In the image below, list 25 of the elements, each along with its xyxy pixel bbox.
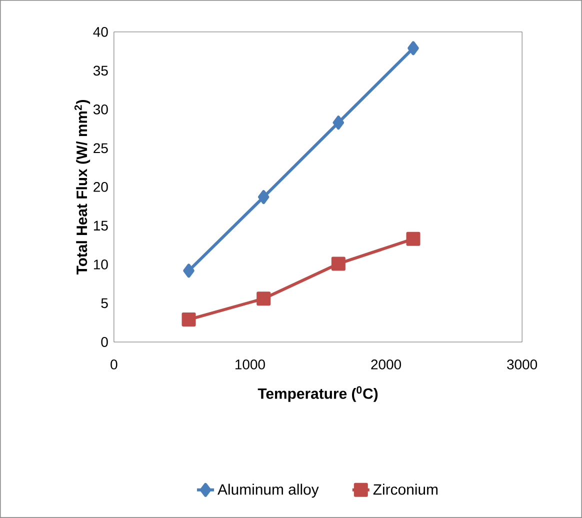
x-tick-label: 0 (110, 360, 118, 370)
y-tick-label: 10 (94, 260, 108, 270)
y-tick-label: 5 (101, 298, 108, 308)
x-tick-label: 1000 (236, 360, 265, 370)
point (182, 312, 196, 327)
point (406, 232, 420, 246)
point (408, 41, 419, 56)
y-tick-label: 25 (94, 143, 108, 154)
point (256, 292, 271, 306)
y-axis-title: Total Heat Flux (W/ mm$^{2}$) (74, 100, 90, 275)
point (183, 264, 194, 278)
point (331, 256, 346, 271)
y-tick-label: 0 (101, 337, 108, 347)
y-tick-label: 15 (94, 220, 108, 231)
x-tick-label: 3000 (507, 360, 538, 370)
y-tick-label: 40 (93, 26, 108, 37)
point (332, 116, 344, 130)
legend-label: Aluminum alloy (218, 484, 319, 498)
x-tick-label: 2000 (371, 360, 402, 370)
y-tick-label: 30 (93, 104, 108, 114)
x-axis-title: Temperature ($^{0}$C) (258, 386, 378, 402)
point (258, 190, 270, 204)
legend-label: Zirconium (373, 484, 438, 495)
y-tick-label: 20 (94, 182, 108, 192)
y-tick-label: 35 (93, 66, 108, 76)
